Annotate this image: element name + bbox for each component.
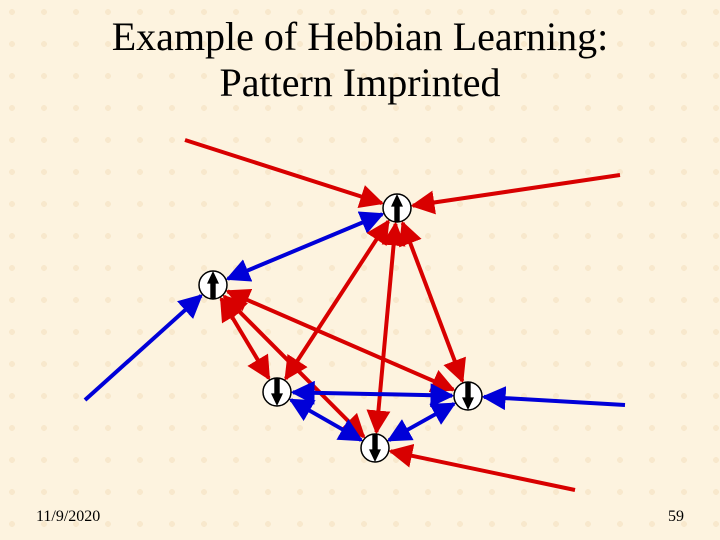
edges-layer: [85, 140, 625, 490]
external-edge: [413, 175, 620, 206]
node: [263, 378, 291, 406]
nodes-layer: [199, 194, 482, 462]
network-diagram: [0, 0, 720, 540]
external-edge: [484, 397, 625, 405]
node: [454, 382, 482, 410]
internal-edge: [389, 404, 454, 440]
internal-edge: [228, 291, 454, 389]
node: [383, 194, 411, 222]
node: [199, 271, 227, 299]
external-edge: [185, 140, 382, 203]
external-edge: [85, 296, 201, 400]
internal-edge: [376, 224, 395, 432]
internal-edge: [224, 296, 363, 436]
footer-page-number: 59: [668, 508, 684, 526]
internal-edge: [221, 299, 269, 379]
internal-edge: [403, 223, 463, 381]
external-edge: [391, 451, 575, 490]
footer-date: 11/9/2020: [36, 508, 100, 526]
node: [361, 434, 389, 462]
internal-edge: [293, 392, 452, 395]
internal-edge: [291, 400, 361, 440]
